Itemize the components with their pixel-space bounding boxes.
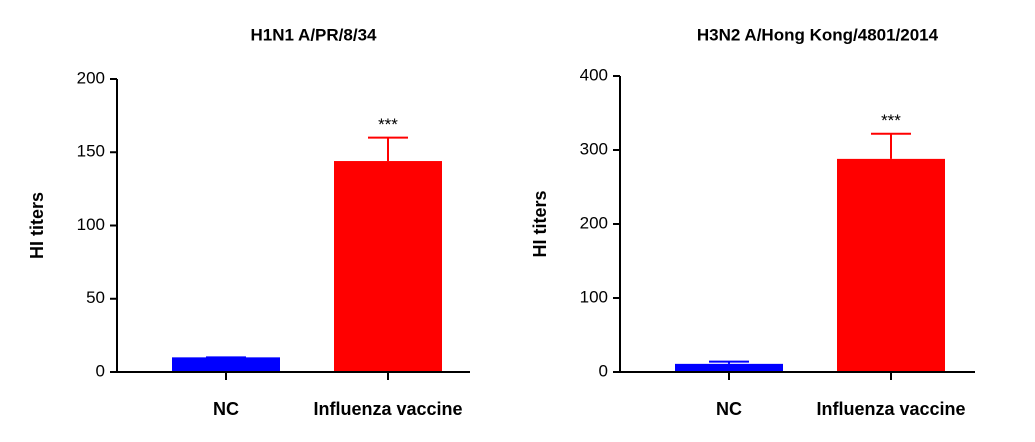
y-tick-label: 0	[96, 361, 105, 380]
y-tick-label: 400	[580, 65, 608, 84]
bar	[172, 357, 280, 372]
x-tick-label: Influenza vaccine	[816, 399, 965, 419]
chart-title: H3N2 A/Hong Kong/4801/2014	[697, 25, 939, 44]
y-tick-label: 0	[599, 361, 608, 380]
bar	[837, 158, 945, 372]
bar	[334, 161, 442, 372]
x-tick-label: NC	[716, 399, 742, 419]
significance-label: ***	[378, 115, 398, 134]
y-tick-label: 100	[77, 215, 105, 234]
chart-title: H1N1 A/PR/8/34	[251, 25, 378, 44]
y-tick-label: 50	[86, 288, 105, 307]
y-tick-label: 200	[580, 213, 608, 232]
x-tick-label: Influenza vaccine	[313, 399, 462, 419]
y-axis-label: HI titers	[27, 192, 47, 259]
x-tick-label: NC	[213, 399, 239, 419]
y-tick-label: 150	[77, 142, 105, 161]
bar	[675, 363, 783, 372]
y-tick-label: 300	[580, 139, 608, 158]
y-tick-label: 100	[580, 287, 608, 306]
significance-label: ***	[881, 111, 901, 130]
y-axis-label: HI titers	[530, 190, 550, 257]
y-tick-label: 200	[77, 68, 105, 87]
